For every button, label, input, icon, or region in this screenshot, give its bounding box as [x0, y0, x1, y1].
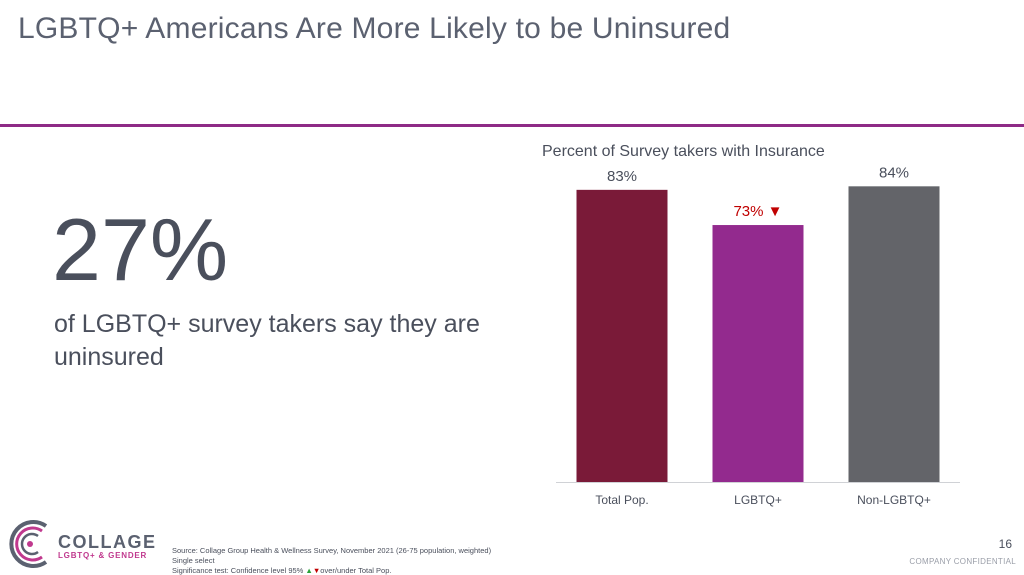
bar-total-pop	[576, 189, 668, 482]
data-label: 84%	[879, 164, 909, 181]
x-tick-label: Total Pop.	[595, 493, 648, 507]
big-stat-description: of LGBTQ+ survey takers say they are uni…	[54, 310, 480, 372]
footnote-source: Source: Collage Group Health & Wellness …	[172, 546, 492, 555]
data-label: 73% ▼	[733, 203, 782, 220]
footnote-sig-prefix: Significance test: Confidence level 95%	[172, 566, 304, 575]
footnote-sig-suffix: over/under Total Pop.	[320, 566, 392, 575]
logo-subtitle: LGBTQ+ & GENDER	[58, 551, 148, 560]
bar-lgbtq	[712, 225, 804, 483]
chart-title: Percent of Survey takers with Insurance	[542, 143, 825, 160]
collage-logo-icon	[9, 520, 48, 568]
x-tick-label: LGBTQ+	[734, 493, 782, 507]
sig-down-icon: ▼	[312, 566, 321, 575]
x-tick-label: Non-LGBTQ+	[857, 493, 931, 507]
footnotes: Source: Collage Group Health & Wellness …	[172, 546, 732, 575]
logo-wordmark: COLLAGE	[58, 532, 157, 552]
footnote-significance: Significance test: Confidence level 95% …	[172, 566, 732, 575]
data-label: 83%	[607, 168, 637, 185]
sig-up-icon: ▲	[305, 566, 313, 575]
footnote-select: Single select	[172, 556, 215, 566]
confidential-label: COMPANY CONFIDENTIAL	[909, 557, 1016, 566]
big-stat-value: 27%	[52, 200, 229, 299]
bar-non-lgbtq	[848, 186, 940, 482]
slide-title: LGBTQ+ Americans Are More Likely to be U…	[18, 12, 731, 45]
title-divider	[0, 124, 1024, 127]
page-number: 16	[998, 537, 1012, 551]
